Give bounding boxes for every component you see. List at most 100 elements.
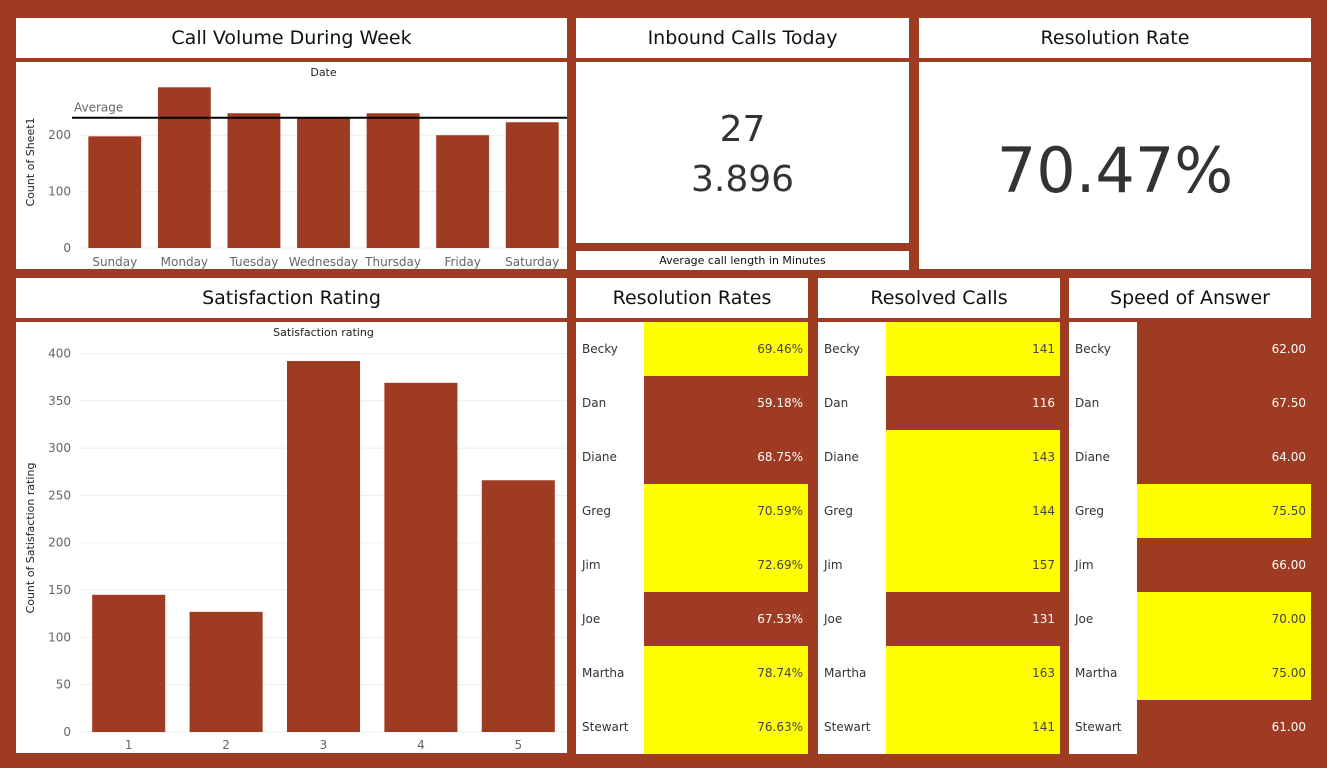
resolved-calls-value-cell: 116 xyxy=(886,376,1060,430)
resolved-calls-value-cell: 144 xyxy=(886,484,1060,538)
table-row: Becky 69.46% xyxy=(576,322,808,376)
x-tick-label: Sunday xyxy=(92,255,137,269)
speed-of-answer-name-cell: Dan xyxy=(1075,396,1100,410)
y-axis-label: Count of Sheet1 xyxy=(24,117,37,206)
resolution-rate-value-cell: 69.46% xyxy=(644,322,808,376)
x-tick-label: Friday xyxy=(444,255,480,269)
bar xyxy=(92,594,166,732)
y-tick-label: 0 xyxy=(63,725,71,739)
speed-of-answer-name-cell: Jim xyxy=(1075,558,1094,572)
resolution-rate-name-cell: Stewart xyxy=(582,720,629,734)
y-tick-label: 350 xyxy=(48,394,71,408)
resolved-calls-name-cell: Becky xyxy=(824,342,860,356)
y-tick-label: 100 xyxy=(48,630,71,644)
table-row: Martha 75.00 xyxy=(1069,646,1311,700)
bar xyxy=(157,87,211,248)
table-row: Stewart 76.63% xyxy=(576,700,808,754)
bar xyxy=(189,611,263,732)
call-volume-chart-panel: Date Count of Sheet1 0 100 200 Sunday Monday Tu… xyxy=(16,62,567,269)
x-tick-label: 3 xyxy=(320,738,328,752)
resolved-calls-name-cell: Jim xyxy=(824,558,843,572)
x-tick-label: Saturday xyxy=(505,255,559,269)
speed-of-answer-value-cell: 67.50 xyxy=(1137,376,1311,430)
table-row: Stewart 61.00 xyxy=(1069,700,1311,754)
y-tick-label: 250 xyxy=(48,488,71,502)
table-row: Joe 67.53% xyxy=(576,592,808,646)
call-volume-title: Call Volume During Week xyxy=(171,27,412,49)
x-tick-label: Thursday xyxy=(364,255,421,269)
resolution-rate-name-cell: Dan xyxy=(582,396,607,410)
resolved-calls-value-cell: 141 xyxy=(886,322,1060,376)
x-tick-label: Monday xyxy=(161,255,208,269)
table-row: Greg 144 xyxy=(818,484,1060,538)
table-row: Diane 143 xyxy=(818,430,1060,484)
speed-of-answer-value-cell: 75.00 xyxy=(1137,646,1311,700)
satisfaction-chart: Satisfaction rating Count of Satisfaction… xyxy=(24,326,567,752)
y-axis-label: Count of Satisfaction rating xyxy=(24,463,37,614)
resolved-calls-value-cell: 141 xyxy=(886,700,1060,754)
resolution-rate-value-cell: 76.63% xyxy=(644,700,808,754)
bar xyxy=(481,480,555,732)
x-tick-label: 5 xyxy=(514,738,522,752)
resolution-rate-value-cell: 59.18% xyxy=(644,376,808,430)
table-row: Jim 72.69% xyxy=(576,538,808,592)
resolution-kpi-panel: 70.47% xyxy=(919,62,1311,269)
bar xyxy=(286,361,361,732)
bar xyxy=(436,135,490,248)
table-row: Dan 59.18% xyxy=(576,376,808,430)
table-row: Joe 70.00 xyxy=(1069,592,1311,646)
x-tick-label: 1 xyxy=(125,738,133,752)
resolution-rate-value: 70.47% xyxy=(996,134,1234,207)
resolved-calls-name-cell: Martha xyxy=(824,666,867,680)
table-row: Greg 70.59% xyxy=(576,484,808,538)
table-row: Dan 116 xyxy=(818,376,1060,430)
y-tick-label: 200 xyxy=(48,128,71,142)
table-row: Greg 75.50 xyxy=(1069,484,1311,538)
speed-of-answer-value-cell: 66.00 xyxy=(1137,538,1311,592)
speed-of-answer-name-cell: Greg xyxy=(1075,504,1104,518)
y-tick-label: 100 xyxy=(48,185,71,199)
speed-of-answer-name-cell: Becky xyxy=(1075,342,1111,356)
rates-title: Resolution Rates xyxy=(612,287,772,309)
resolution-rate-name-cell: Jim xyxy=(582,558,601,572)
satisfaction-title: Satisfaction Rating xyxy=(202,287,381,309)
speed-of-answer-name-cell: Joe xyxy=(1075,612,1094,626)
speed-of-answer-value-cell: 70.00 xyxy=(1137,592,1311,646)
speed-of-answer-table: Becky 62.00 Dan 67.50 Diane 64.00 Greg 75.50 Jim… xyxy=(1069,322,1311,754)
call-volume-title-bar: Call Volume During Week xyxy=(16,18,567,58)
resolution-rate-name-cell: Joe xyxy=(582,612,601,626)
rates-title-bar: Resolution Rates xyxy=(576,278,808,318)
table-row: Diane 64.00 xyxy=(1069,430,1311,484)
resolved-calls-value-cell: 143 xyxy=(886,430,1060,484)
resolved-calls-name-cell: Diane xyxy=(824,450,859,464)
resolved-calls-value-cell: 157 xyxy=(886,538,1060,592)
avg-call-length-caption-panel: Average call length in Minutes xyxy=(576,251,909,270)
y-tick-label: 0 xyxy=(63,241,71,255)
inbound-title-bar: Inbound Calls Today xyxy=(576,18,909,58)
y-tick-label: 50 xyxy=(56,678,71,692)
resolution-title-bar: Resolution Rate xyxy=(919,18,1311,58)
speed-of-answer-name-cell: Stewart xyxy=(1075,720,1122,734)
x-axis-header: Date xyxy=(310,66,337,79)
resolved-calls-name-cell: Dan xyxy=(824,396,849,410)
resolution-rate-name-cell: Diane xyxy=(582,450,617,464)
call-volume-chart: Date Count of Sheet1 0 100 200 Sunday Monday Tu… xyxy=(24,66,567,269)
speed-of-answer-value-cell: 61.00 xyxy=(1137,700,1311,754)
resolution-rate-name-cell: Becky xyxy=(582,342,618,356)
resolved-calls-value-cell: 163 xyxy=(886,646,1060,700)
resolution-rate-name-cell: Greg xyxy=(582,504,611,518)
x-tick-label: Wednesday xyxy=(289,255,358,269)
avg-call-length-caption: Average call length in Minutes xyxy=(659,254,826,267)
table-row: Martha 163 xyxy=(818,646,1060,700)
table-row: Joe 131 xyxy=(818,592,1060,646)
speed-of-answer-value-cell: 75.50 xyxy=(1137,484,1311,538)
bar xyxy=(505,122,559,248)
x-tick-label: Tuesday xyxy=(229,255,279,269)
speed-of-answer-value-cell: 62.00 xyxy=(1137,322,1311,376)
table-row: Becky 62.00 xyxy=(1069,322,1311,376)
table-row: Jim 157 xyxy=(818,538,1060,592)
inbound-title: Inbound Calls Today xyxy=(647,27,838,49)
bar xyxy=(366,113,420,249)
resolution-rate-value-cell: 78.74% xyxy=(644,646,808,700)
resolution-rate-value-cell: 70.59% xyxy=(644,484,808,538)
